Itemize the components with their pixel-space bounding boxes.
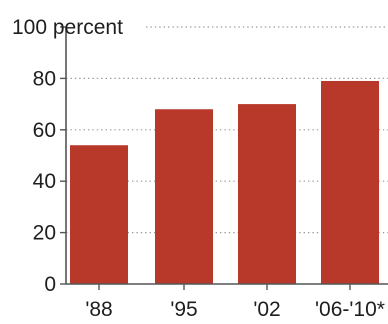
axes	[60, 26, 388, 290]
tick-labels: 0 20 40 60 80 100 percent '88 '95 '02 '06-'10*	[12, 16, 385, 321]
bar	[238, 104, 296, 284]
y-tick-label: 0	[44, 273, 56, 296]
x-category-label: '95	[170, 298, 197, 321]
y-tick-label: 40	[33, 170, 56, 193]
bars	[70, 80, 379, 285]
y-tick-label: 100 percent	[12, 16, 123, 39]
bar	[155, 109, 213, 285]
x-category-label: '06-'10*	[315, 298, 385, 321]
x-category-label: '02	[253, 298, 280, 321]
y-tick-label: 20	[33, 222, 56, 245]
x-category-label: '88	[85, 298, 112, 321]
bar	[70, 145, 128, 284]
y-tick-label: 60	[33, 119, 56, 142]
y-tick-label: 80	[33, 67, 56, 90]
bar	[321, 80, 379, 284]
